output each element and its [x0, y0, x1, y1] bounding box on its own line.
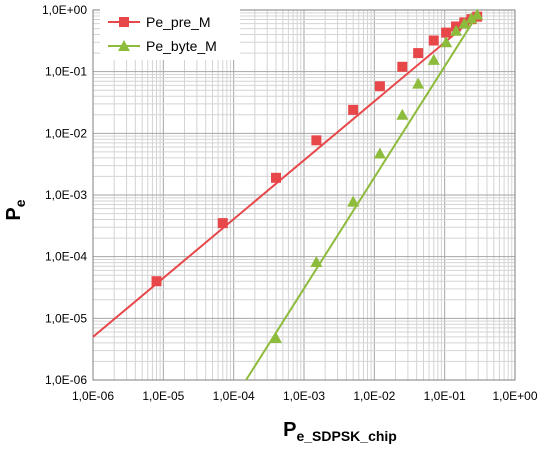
y-tick-label: 1,0E-03 — [45, 188, 87, 202]
data-point — [465, 12, 478, 24]
legend-marker-pe-byte-m — [118, 40, 130, 51]
data-point — [374, 81, 385, 92]
x-tick-label: 1,0E-02 — [353, 389, 395, 403]
x-tick-label: 1,0E-04 — [213, 389, 255, 403]
y-tick-label: 1,0E-04 — [45, 250, 87, 264]
data-point — [450, 24, 463, 36]
legend: Pe_pre_M Pe_byte_M — [100, 8, 240, 60]
data-point — [373, 147, 386, 159]
y-axis-title-main: P — [3, 207, 25, 220]
series-line-pe-byte-m — [245, 12, 480, 381]
y-tick-labels: 1,0E-06 1,0E-05 1,0E-04 1,0E-03 1,0E-02 1,0E-… — [42, 3, 87, 387]
data-point — [471, 8, 484, 20]
data-point — [311, 135, 322, 146]
x-axis-title-main: P — [283, 419, 296, 441]
x-axis-title-sub: e_SDPSK_chip — [296, 428, 396, 444]
data-point — [310, 255, 323, 267]
y-tick-label: 1,0E-02 — [45, 126, 87, 140]
x-tick-label: 1,0E-01 — [424, 389, 466, 403]
data-point — [413, 48, 424, 59]
series-layer — [92, 8, 484, 381]
data-point — [428, 35, 439, 46]
data-point — [271, 172, 282, 183]
y-tick-label: 1,0E-01 — [45, 65, 87, 79]
data-point — [440, 36, 453, 48]
data-point — [348, 104, 359, 115]
data-point — [396, 108, 409, 120]
x-tick-label: 1,0E-06 — [72, 389, 114, 403]
legend-label-pe-pre-m: Pe_pre_M — [146, 14, 211, 30]
data-point — [270, 331, 283, 343]
data-point — [397, 61, 408, 72]
legend-box — [100, 8, 240, 60]
x-tick-labels: 1,0E-06 1,0E-05 1,0E-04 1,0E-03 1,0E-02 1,0E-… — [72, 389, 538, 403]
y-axis-title: Pe — [3, 199, 28, 220]
x-tick-label: 1,0E-05 — [142, 389, 184, 403]
y-axis-title-sub: e — [12, 199, 28, 207]
y-tick-label: 1,0E-05 — [45, 311, 87, 325]
data-point — [151, 276, 162, 287]
data-point — [347, 195, 360, 207]
data-point — [217, 218, 228, 229]
y-tick-label: 1,0E-06 — [45, 373, 87, 387]
legend-entry-pe-pre-m: Pe_pre_M — [108, 14, 211, 30]
series-pe-byte-m — [245, 8, 484, 381]
legend-marker-pe-pre-m — [119, 17, 129, 27]
data-point — [427, 53, 440, 65]
data-point — [458, 17, 471, 29]
data-point — [441, 27, 452, 38]
data-point — [412, 77, 425, 89]
x-tick-label: 1,0E+00 — [492, 389, 537, 403]
plot-frame — [92, 9, 516, 381]
x-axis-title: Pe_SDPSK_chip — [283, 419, 397, 444]
legend-entry-pe-byte-m: Pe_byte_M — [108, 38, 217, 54]
legend-label-pe-byte-m: Pe_byte_M — [146, 38, 217, 54]
y-tick-label: 1,0E+00 — [42, 3, 87, 17]
x-tick-label: 1,0E-03 — [283, 389, 325, 403]
